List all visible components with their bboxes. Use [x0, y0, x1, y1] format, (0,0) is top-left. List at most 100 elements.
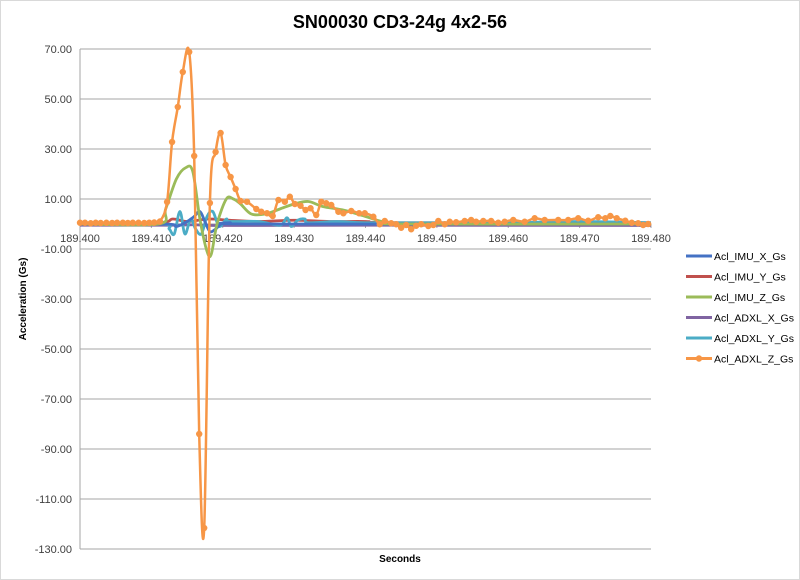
- data-point: [495, 219, 502, 226]
- data-point: [191, 152, 198, 160]
- data-point: [286, 193, 294, 200]
- data-point: [602, 215, 609, 222]
- data-point: [124, 219, 132, 227]
- x-tick-label: 189.430: [274, 233, 314, 245]
- data-point: [412, 222, 420, 229]
- data-point: [318, 198, 325, 205]
- legend-item: Acl_ADXL_Z_Gs: [686, 354, 793, 366]
- y-tick-label: -50.00: [41, 344, 72, 356]
- data-point: [200, 524, 208, 532]
- data-point: [348, 207, 355, 215]
- data-point: [501, 218, 508, 225]
- data-point: [425, 222, 432, 230]
- data-point: [163, 198, 171, 206]
- data-point: [467, 216, 475, 224]
- x-tick-label: 189.460: [488, 233, 528, 245]
- legend-marker: [695, 355, 703, 362]
- gridlines: [79, 48, 651, 550]
- data-point: [151, 219, 158, 226]
- data-point: [313, 211, 320, 219]
- data-point: [607, 212, 614, 220]
- x-tick-label: 189.410: [131, 233, 171, 245]
- y-axis-title: Acceleration (Gs): [18, 258, 29, 341]
- data-point: [129, 219, 137, 226]
- data-point: [258, 208, 265, 215]
- x-tick-label: 189.400: [60, 233, 100, 245]
- data-point: [541, 216, 548, 224]
- data-point: [212, 148, 219, 156]
- y-tick-label: -30.00: [41, 294, 72, 306]
- data-point: [156, 218, 164, 225]
- data-point: [146, 219, 153, 226]
- data-point: [565, 216, 572, 224]
- data-point: [135, 219, 142, 226]
- data-point: [584, 217, 592, 224]
- data-point: [275, 196, 282, 204]
- data-point: [417, 221, 425, 228]
- data-point: [81, 219, 89, 226]
- data-point: [622, 217, 629, 224]
- data-point: [195, 430, 203, 438]
- data-point: [392, 221, 400, 228]
- data-point: [480, 217, 487, 225]
- data-point: [328, 201, 335, 209]
- y-tick-label: -90.00: [41, 444, 72, 456]
- data-point: [461, 217, 468, 225]
- legend-label: Acl_IMU_X_Gs: [714, 251, 786, 263]
- series-lines: [76, 46, 652, 541]
- data-point: [446, 218, 453, 225]
- data-point: [441, 221, 448, 228]
- y-tick-label: -10.00: [41, 244, 72, 256]
- legend-item: Acl_ADXL_X_Gs: [686, 313, 794, 325]
- data-point: [174, 103, 181, 111]
- data-point: [232, 185, 239, 193]
- data-point: [179, 68, 186, 76]
- data-point: [555, 216, 562, 224]
- data-point: [639, 221, 647, 229]
- y-tick-label: 30.00: [44, 144, 72, 156]
- data-point: [307, 205, 314, 212]
- y-tick-label: -130.00: [35, 544, 72, 556]
- data-point: [269, 212, 276, 220]
- data-point: [634, 220, 642, 227]
- data-point: [87, 220, 94, 227]
- data-point: [206, 199, 214, 207]
- y-tick-label: -70.00: [41, 394, 72, 406]
- data-point: [402, 221, 410, 229]
- y-axis-ticks: 70.00 50.00 30.00 10.00 -10.00 -30.00 -50.00 -7…: [35, 44, 72, 556]
- data-point: [222, 161, 229, 169]
- data-point: [297, 202, 304, 209]
- legend-label: Acl_IMU_Z_Gs: [714, 292, 785, 304]
- data-point: [613, 215, 620, 222]
- series-line: [79, 46, 649, 541]
- data-point: [243, 198, 251, 205]
- data-point: [510, 216, 517, 224]
- x-tick-label: 189.440: [346, 233, 386, 245]
- data-point: [355, 210, 363, 217]
- data-point: [452, 219, 460, 226]
- data-point: [108, 219, 116, 227]
- data-point: [430, 221, 437, 229]
- data-point: [531, 215, 538, 222]
- data-point: [376, 221, 383, 228]
- x-tick-label: 189.480: [631, 233, 671, 245]
- data-point: [323, 200, 330, 207]
- data-point: [291, 200, 299, 208]
- data-point: [361, 210, 368, 217]
- x-tick-label: 189.450: [417, 233, 457, 245]
- data-point: [521, 218, 528, 225]
- data-point: [217, 129, 224, 137]
- data-point: [487, 217, 495, 225]
- legend-label: Acl_ADXL_Z_Gs: [714, 354, 793, 366]
- data-point: [435, 217, 442, 225]
- data-point: [381, 217, 388, 225]
- data-point: [644, 220, 652, 228]
- x-tick-label: 189.470: [560, 233, 600, 245]
- legend-label: Acl_IMU_Y_Gs: [714, 272, 786, 284]
- y-tick-label: 10.00: [44, 194, 72, 206]
- data-point: [168, 138, 176, 146]
- y-tick-label: -110.00: [36, 494, 73, 506]
- data-point: [103, 219, 110, 226]
- data-point: [237, 197, 244, 205]
- data-point: [370, 213, 377, 220]
